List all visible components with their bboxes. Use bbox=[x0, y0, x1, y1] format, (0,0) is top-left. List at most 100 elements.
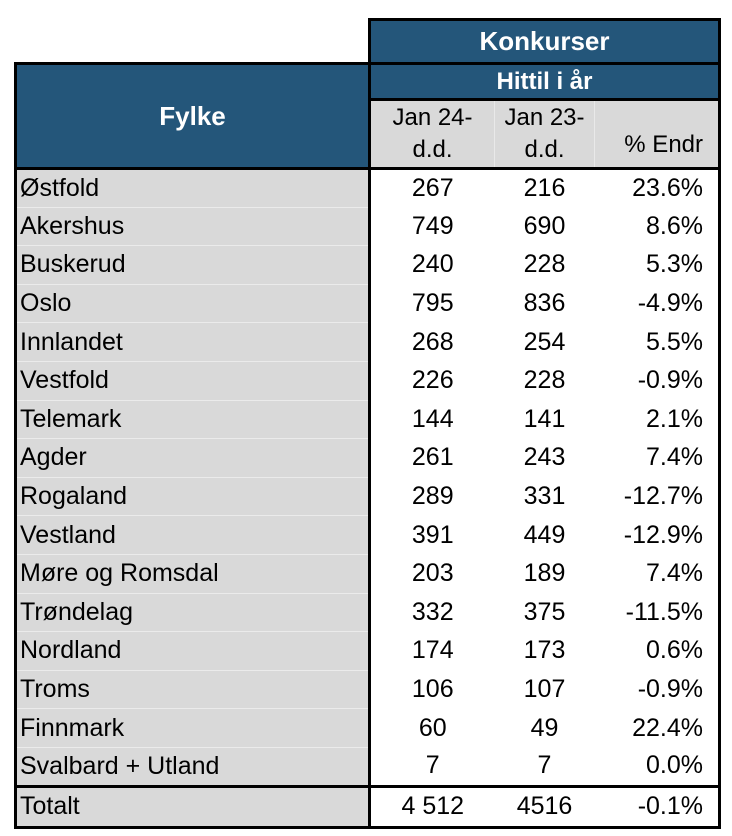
value-pct-endr: -12.7% bbox=[594, 477, 721, 516]
value-pct-endr: 5.3% bbox=[594, 245, 721, 285]
value-jan24: 261 bbox=[369, 438, 495, 478]
table-row: Nordland 174 173 0.6% bbox=[14, 631, 721, 671]
table-row: Buskerud 240 228 5.3% bbox=[14, 245, 721, 285]
table-row: Svalbard + Utland 7 7 0.0% bbox=[14, 746, 721, 786]
value-jan23: 189 bbox=[494, 554, 595, 594]
value-pct-endr: 22.4% bbox=[594, 708, 721, 748]
value-jan24: 332 bbox=[369, 593, 495, 632]
value-jan23: 107 bbox=[494, 670, 595, 709]
value-jan23: 228 bbox=[494, 245, 595, 285]
value-pct-endr: -4.9% bbox=[594, 284, 721, 323]
county-name: Nordland bbox=[14, 631, 371, 671]
value-jan23: 254 bbox=[494, 322, 595, 362]
table-row-konkurser-header: Konkurser bbox=[15, 18, 721, 65]
value-pct-endr: 0.6% bbox=[594, 631, 721, 671]
table-row: Møre og Romsdal 203 189 7.4% bbox=[14, 553, 721, 594]
col-header-pct-endr: % Endr bbox=[594, 98, 721, 170]
table-row-hittil-header: Fylke Hittil i år bbox=[14, 62, 721, 170]
value-pct-endr: 8.6% bbox=[594, 207, 721, 246]
value-jan24: 749 bbox=[369, 207, 495, 246]
hittil-subtitle: Hittil i år bbox=[368, 62, 721, 101]
county-name: Telemark bbox=[14, 399, 371, 439]
table-row: Østfold 267 216 23.6% bbox=[14, 168, 721, 208]
value-jan23: 331 bbox=[494, 477, 595, 516]
value-jan23: 690 bbox=[494, 207, 595, 246]
value-pct-endr: 7.4% bbox=[594, 554, 721, 594]
value-jan24: 60 bbox=[369, 708, 495, 748]
col-header-jan24-line1: Jan 24- bbox=[392, 104, 473, 131]
value-jan23: 449 bbox=[494, 515, 595, 555]
table-row: Telemark 144 141 2.1% bbox=[14, 399, 721, 439]
value-pct-endr: 5.5% bbox=[594, 322, 721, 362]
table-row-column-headers: Jan 24- d.d. Jan 23- d.d. % Endr bbox=[16, 98, 721, 170]
table-row: Trøndelag 332 375 -11.5% bbox=[14, 592, 721, 632]
value-jan24: 240 bbox=[369, 245, 495, 285]
col-header-jan23: Jan 23- d.d. bbox=[494, 98, 595, 170]
total-jan24: 4 512 bbox=[369, 784, 495, 829]
value-jan23: 836 bbox=[494, 284, 595, 323]
total-label: Totalt bbox=[14, 784, 371, 829]
value-pct-endr: 7.4% bbox=[594, 438, 721, 478]
value-pct-endr: -11.5% bbox=[594, 593, 721, 632]
table-row: Oslo 795 836 -4.9% bbox=[14, 283, 721, 323]
total-pct-endr: -0.1% bbox=[594, 784, 721, 829]
value-jan24: 391 bbox=[369, 515, 495, 555]
county-name: Buskerud bbox=[14, 245, 371, 285]
county-name: Agder bbox=[14, 438, 371, 478]
spacer-cell bbox=[15, 19, 370, 64]
county-name: Møre og Romsdal bbox=[14, 553, 371, 594]
value-pct-endr: -0.9% bbox=[594, 361, 721, 401]
value-jan24: 268 bbox=[369, 322, 495, 362]
value-jan23: 141 bbox=[494, 400, 595, 439]
county-name: Troms bbox=[14, 669, 371, 709]
table-row: Agder 261 243 7.4% bbox=[14, 438, 721, 478]
table-row: Rogaland 289 331 -12.7% bbox=[14, 476, 721, 516]
county-name: Oslo bbox=[14, 283, 371, 323]
value-pct-endr: 23.6% bbox=[594, 168, 721, 208]
county-name: Akershus bbox=[14, 206, 371, 246]
table-row: Akershus 749 690 8.6% bbox=[14, 206, 721, 246]
county-name: Vestland bbox=[14, 515, 371, 555]
value-jan24: 7 bbox=[369, 747, 495, 786]
value-jan23: 7 bbox=[494, 747, 595, 786]
value-jan24: 106 bbox=[369, 670, 495, 709]
value-jan23: 375 bbox=[494, 593, 595, 632]
value-jan24: 267 bbox=[369, 168, 495, 208]
county-name: Finnmark bbox=[14, 708, 371, 748]
value-pct-endr: -12.9% bbox=[594, 515, 721, 555]
value-jan23: 243 bbox=[494, 438, 595, 478]
table-row-total: Totalt 4 512 4516 -0.1% bbox=[14, 784, 721, 829]
value-jan23: 216 bbox=[494, 168, 595, 208]
county-name: Trøndelag bbox=[14, 592, 371, 632]
col-header-jan24-line2: d.d. bbox=[412, 136, 453, 163]
total-jan23: 4516 bbox=[494, 784, 595, 829]
county-name: Innlandet bbox=[14, 322, 371, 362]
value-jan24: 795 bbox=[369, 284, 495, 323]
county-name: Rogaland bbox=[14, 476, 371, 516]
value-pct-endr: 0.0% bbox=[594, 747, 721, 786]
table-row: Troms 106 107 -0.9% bbox=[14, 669, 721, 709]
konkurser-table: Konkurser Fylke Hittil i år Jan 24- d.d.… bbox=[14, 18, 721, 829]
col-header-jan23-line1: Jan 23- bbox=[504, 104, 585, 131]
value-jan24: 144 bbox=[369, 400, 495, 439]
col-header-jan24: Jan 24- d.d. bbox=[369, 98, 495, 170]
county-name: Østfold bbox=[14, 168, 371, 208]
value-jan24: 226 bbox=[369, 361, 495, 401]
value-jan24: 174 bbox=[369, 631, 495, 671]
col-header-jan23-line2: d.d. bbox=[524, 136, 565, 163]
county-name: Svalbard + Utland bbox=[14, 746, 371, 786]
value-pct-endr: -0.9% bbox=[594, 670, 721, 709]
konkurser-title: Konkurser bbox=[368, 18, 721, 65]
table-row: Finnmark 60 49 22.4% bbox=[14, 708, 721, 748]
value-jan24: 203 bbox=[369, 554, 495, 594]
value-jan23: 49 bbox=[494, 708, 595, 748]
county-name: Vestfold bbox=[14, 360, 371, 401]
value-jan24: 289 bbox=[369, 477, 495, 516]
table-row: Innlandet 268 254 5.5% bbox=[14, 322, 721, 362]
value-pct-endr: 2.1% bbox=[594, 400, 721, 439]
table-row: Vestfold 226 228 -0.9% bbox=[14, 360, 721, 401]
value-jan23: 173 bbox=[494, 631, 595, 671]
table-row: Vestland 391 449 -12.9% bbox=[14, 515, 721, 555]
value-jan23: 228 bbox=[494, 361, 595, 401]
